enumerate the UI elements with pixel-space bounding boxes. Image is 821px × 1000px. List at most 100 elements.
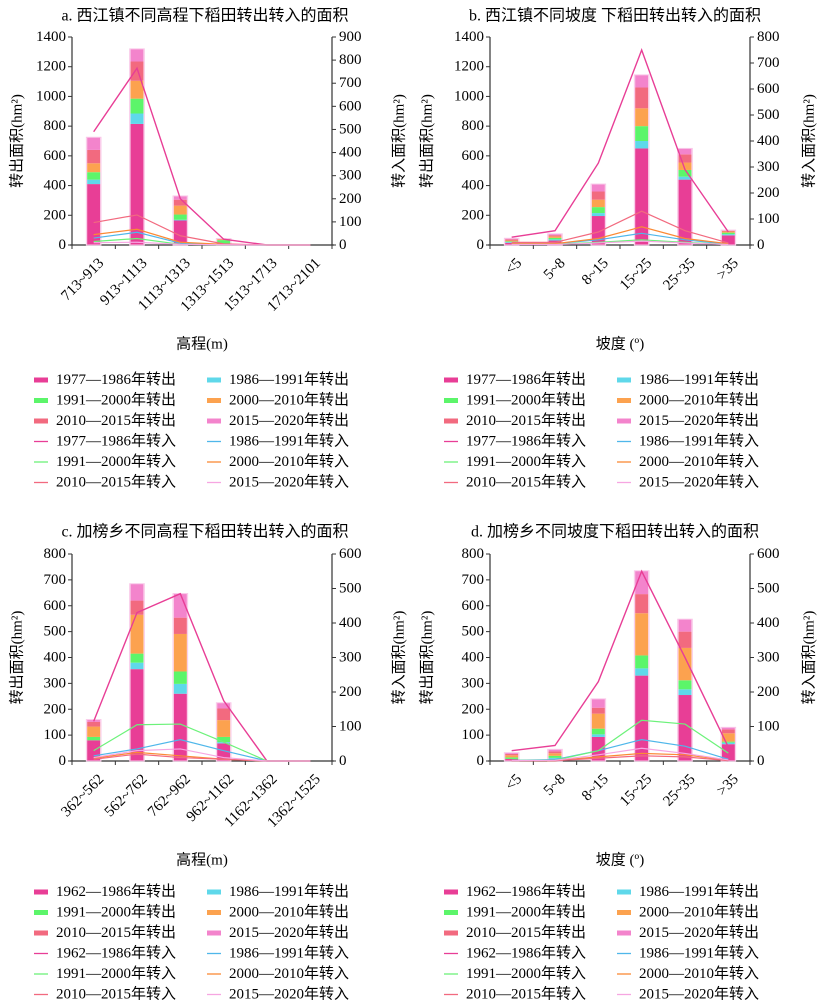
bar-segment-4 [87, 163, 101, 173]
y-tick-label: 800 [462, 118, 485, 134]
bar-segment-1 [130, 123, 144, 245]
legend-swatch-bar [617, 930, 631, 936]
bar-outline [590, 698, 607, 762]
legend-label: 1991—2000年转入 [466, 965, 586, 982]
legend-label: 2000—2010年转出 [639, 904, 759, 921]
y2-tick-label: 100 [757, 211, 780, 227]
y2-tick-label: 400 [339, 615, 362, 631]
legend-label: 2010—2015年转入 [56, 986, 176, 1000]
y2-tick-label: 300 [757, 159, 780, 175]
bar-segment-5 [548, 751, 562, 754]
legend-label: 1991—2000年转出 [56, 392, 176, 409]
legend-label: 1986—1991年转入 [639, 433, 759, 450]
legend-label: 1991—2000年转入 [466, 453, 586, 470]
y-tick-label: 300 [462, 675, 485, 691]
bar-segment-3 [173, 214, 187, 220]
bar-segment-2 [678, 176, 692, 180]
bar-segment-3 [721, 232, 735, 235]
y-axis-label: 转出面积(hm²) [8, 94, 25, 188]
legend-swatch-bar [444, 910, 458, 915]
bar-segment-6 [217, 702, 231, 709]
y-tick-label: 1200 [454, 59, 484, 75]
bar-segment-2 [130, 113, 144, 124]
legend-swatch-bar [207, 910, 221, 915]
legend-label: 1986—1991年转出 [639, 883, 759, 900]
legend-label: 2010—2015年转出 [56, 412, 176, 429]
bar-segment-4 [87, 726, 101, 737]
bar-segment-4 [505, 240, 519, 242]
legend-label: 1962—1986年转出 [56, 883, 176, 900]
bar-segment-4 [130, 80, 144, 99]
legend-swatch-bar [34, 377, 48, 383]
y-tick-label: 300 [44, 675, 67, 691]
legend-label: 1991—2000年转入 [56, 965, 176, 982]
bar-segment-4 [591, 713, 605, 729]
y2-tick-label: 500 [757, 107, 780, 123]
legend-label: 2010—2015年转出 [466, 924, 586, 941]
bar-segment-2 [173, 219, 187, 221]
bar-segment-6 [505, 752, 519, 755]
legend-label: 1986—1991年转入 [229, 433, 349, 450]
y-tick-label: 100 [462, 727, 485, 743]
legend-label: 2000—2010年转入 [229, 453, 349, 470]
x-tick-label: 8~15 [579, 255, 612, 288]
bar-segment-1 [130, 669, 144, 761]
bar-segment-1 [678, 695, 692, 761]
chart-panel-a: a. 西江镇不同高程下稻田转出转入的面积02004006008001000120… [8, 7, 407, 491]
y-tick-label: 200 [462, 701, 485, 717]
y-tick-label: 0 [477, 237, 485, 253]
bar-segment-3 [721, 741, 735, 743]
legend-swatch-bar [617, 910, 631, 915]
legend-label: 1986—1991年转出 [229, 883, 349, 900]
legend-label: 2015—2020年转入 [639, 986, 759, 1000]
bar-outline [85, 136, 102, 246]
y2-tick-label: 400 [757, 133, 780, 149]
bar-segment-2 [635, 668, 649, 676]
bar-segment-2 [217, 742, 231, 744]
x-tick-label: 8~15 [579, 771, 612, 804]
bar-segment-3 [130, 653, 144, 663]
y2-tick-label: 800 [757, 29, 780, 45]
legend-label: 2000—2010年转出 [229, 904, 349, 921]
bar-segment-5 [721, 729, 735, 734]
bar-segment-5 [505, 754, 519, 756]
bar-segment-5 [548, 235, 562, 237]
y2-tick-label: 600 [339, 98, 362, 114]
bar-segment-3 [678, 169, 692, 177]
y-tick-label: 400 [44, 650, 67, 666]
bar-segment-2 [721, 234, 735, 236]
bar-segment-6 [130, 583, 144, 601]
bar-segment-4 [591, 199, 605, 208]
y-tick-label: 400 [44, 178, 67, 194]
legend-label: 2010—2015年转入 [56, 474, 176, 491]
legend-swatch-bar [207, 377, 221, 383]
y-tick-label: 600 [462, 598, 485, 614]
bar-segment-2 [678, 689, 692, 696]
y2-tick-label: 700 [757, 55, 780, 71]
bar-segment-5 [217, 708, 231, 721]
line-series-1 [511, 569, 729, 752]
bar-segment-2 [635, 141, 649, 149]
legend-swatch-bar [617, 418, 631, 424]
y2-tick-label: 300 [757, 650, 780, 666]
y2-tick-label: 600 [757, 546, 780, 562]
legend-label: 1991—2000年转入 [56, 453, 176, 470]
legend-label: 2010—2015年转入 [466, 986, 586, 1000]
y2-tick-label: 600 [757, 81, 780, 97]
bar-outline [129, 48, 145, 246]
y-axis-label: 转出面积(hm²) [418, 94, 435, 188]
y2-tick-label: 100 [339, 214, 362, 230]
y2-tick-label: 200 [757, 185, 780, 201]
chart-title: c. 加榜乡不同高程下稻田转出转入的面积 [61, 523, 348, 541]
y2-tick-label: 200 [757, 684, 780, 700]
legend-label: 1977—1986年转出 [466, 371, 586, 388]
line-series-1 [93, 592, 311, 762]
bar-segment-2 [87, 179, 101, 185]
bar-segment-6 [678, 148, 692, 155]
legend-label: 1991—2000年转出 [56, 904, 176, 921]
y2-tick-label: 400 [339, 145, 362, 161]
y2-tick-label: 800 [339, 52, 362, 68]
chart-panel-c: c. 加榜乡不同高程下稻田转出转入的面积 0 100 200 300 400 500 600 7… [8, 523, 407, 1000]
bar-segment-5 [591, 191, 605, 200]
y2-tick-label: 300 [339, 650, 362, 666]
